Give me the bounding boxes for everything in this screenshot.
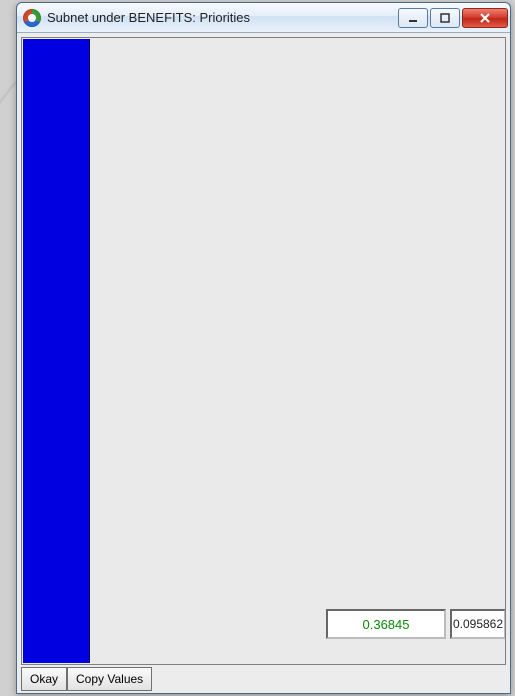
table-row: No Iconpermanenza (B06)0.368450.095862 [22, 608, 505, 640]
cell-bar [207, 609, 309, 639]
maximize-button[interactable] [430, 8, 460, 28]
footer: Okay Copy Values [21, 665, 506, 691]
okay-button[interactable]: Okay [21, 667, 67, 691]
close-button[interactable] [462, 8, 508, 28]
minimize-button[interactable] [398, 8, 428, 28]
titlebar[interactable]: Subnet under BENEFITS: Priorities [17, 3, 510, 33]
window-title: Subnet under BENEFITS: Priorities [47, 10, 398, 25]
client-area: Here are the priorities. Icon Name Norma… [17, 33, 510, 693]
bar-fill [23, 96, 90, 640]
cell-normalized: 0.36845 [326, 609, 446, 639]
cell-limiting: 0.095862 [450, 609, 505, 639]
app-icon [23, 9, 41, 27]
copy-values-button[interactable]: Copy Values [67, 667, 152, 691]
window: Subnet under BENEFITS: Priorities Here a… [16, 2, 511, 694]
panel: Here are the priorities. Icon Name Norma… [21, 37, 506, 665]
window-buttons [398, 8, 508, 28]
table-body: No IconCOMMERCIO0.362910.080151No IconID… [22, 96, 505, 640]
